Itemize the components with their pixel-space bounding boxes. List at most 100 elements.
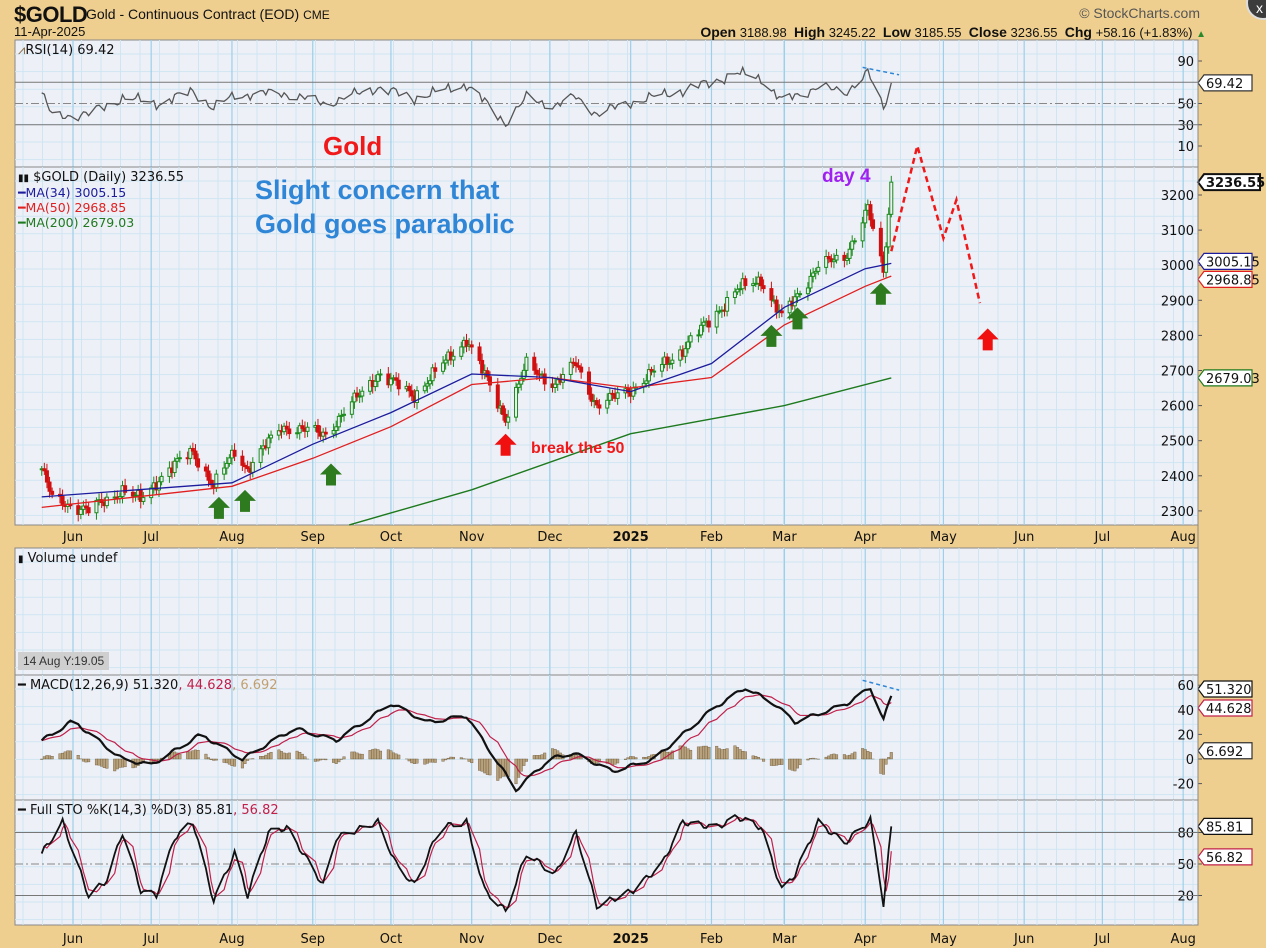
macd-histogram-bar: [243, 758, 247, 765]
change-value: +58.16 (+1.83%): [1095, 25, 1193, 40]
macd-histogram-bar: [842, 754, 846, 760]
macd-histogram-bar: [63, 751, 67, 760]
macd-histogram-bar: [738, 749, 742, 760]
price-x-axis-tick: Dec: [537, 530, 562, 545]
ma50-legend: MA(50) 2968.85: [25, 200, 127, 215]
ma50-tag: 2968.85: [1197, 270, 1260, 288]
macd-histogram-bar: [212, 758, 216, 761]
macd-histogram-bar: [48, 755, 52, 760]
candle-body: [378, 373, 383, 376]
macd-histogram-bar: [191, 750, 195, 760]
price-tick-label: 2800: [1161, 329, 1194, 344]
macd-histogram-bar: [300, 753, 304, 760]
macd-histogram-bar: [444, 758, 448, 761]
sto-d-tag-value: 56.82: [1206, 851, 1243, 866]
price-x-axis-tick: May: [930, 530, 957, 545]
exchange: CME: [303, 8, 330, 22]
candle-body: [699, 324, 704, 336]
candle-body: [44, 470, 49, 483]
macd-histogram-bar: [762, 758, 766, 762]
green-up-arrow-icon: [207, 496, 230, 519]
macd-histogram-bar: [303, 756, 307, 760]
candle-body: [659, 363, 664, 372]
price-tick-label: 2600: [1161, 400, 1194, 415]
macd-histogram-bar: [848, 754, 852, 760]
sto-legend: ━ Full STO %K(14,3) %D(3) 85.81, 56.82: [18, 803, 279, 818]
candle-body: [336, 415, 341, 428]
macd-histogram-bar: [118, 758, 122, 768]
candle-body: [469, 344, 474, 348]
macd-histogram-bar: [415, 758, 419, 764]
stockcharts-watermark[interactable]: © StockCharts.com: [1079, 5, 1200, 21]
candle-body: [816, 266, 821, 272]
candle-body: [863, 209, 868, 224]
candle-body: [323, 431, 328, 435]
price-x-axis-tick: Feb: [700, 530, 723, 545]
crosshair-readout: 14 Aug Y:19.05: [18, 652, 110, 670]
macd-histogram-bar: [853, 751, 857, 760]
green-up-arrow-icon: [319, 463, 342, 486]
candle-body: [258, 448, 263, 463]
candle-body: [884, 246, 889, 273]
macd-histogram-bar: [230, 758, 234, 766]
volume-legend: ▮ Volume undef: [18, 551, 117, 566]
candle-body: [644, 380, 649, 384]
candle-body: [50, 490, 55, 495]
macd-histogram-bar: [84, 758, 88, 763]
macd-histogram-bar: [261, 756, 265, 760]
candle-body: [224, 462, 229, 469]
bottom-x-axis-tick: Aug: [1170, 932, 1195, 947]
candle-body: [222, 467, 227, 475]
ma34-swatch: ━: [18, 185, 26, 200]
macd-histogram-bar: [360, 753, 364, 760]
candle-body: [579, 366, 584, 373]
macd-histogram-bar: [723, 749, 727, 760]
candle-body: [269, 434, 274, 439]
ma200-legend: MA(200) 2679.03: [25, 215, 135, 230]
annotation-break-the-50: break the 50: [531, 440, 625, 457]
macd-histogram-bar: [431, 758, 435, 763]
candle-body: [485, 370, 490, 378]
candle-body: [232, 449, 237, 457]
macd-histogram-bar: [50, 756, 54, 760]
ma50-swatch: ━: [18, 200, 26, 215]
panel-macd: [14, 674, 1199, 801]
bottom-x-axis-tick: 2025: [613, 932, 649, 947]
candle-body: [779, 310, 784, 314]
macd-histogram-bar: [715, 745, 719, 760]
macd-histogram-bar: [704, 745, 708, 760]
candle-body: [394, 377, 399, 381]
candle-body: [735, 288, 740, 293]
macd-histogram-bar: [188, 751, 192, 760]
macd-histogram-bar: [751, 755, 755, 760]
macd-histogram-bar: [222, 758, 226, 763]
candle-body: [287, 428, 292, 435]
candle-body: [414, 390, 419, 404]
macd-histogram-bar: [579, 757, 583, 760]
candle-body: [769, 288, 774, 301]
bottom-x-axis-tick: May: [930, 932, 957, 947]
rsi-line: [41, 65, 892, 128]
candle-body: [516, 383, 521, 388]
macd-histogram-bar: [423, 758, 427, 765]
macd-histogram-bar: [389, 750, 393, 760]
price-tick-label: 2900: [1161, 294, 1194, 309]
macd-histogram-bar: [642, 756, 646, 760]
candle-body: [373, 380, 378, 388]
last-close-tag: 3236.55: [1196, 173, 1265, 192]
macd-histogram-bar: [45, 755, 49, 760]
macd-histogram-bar: [376, 749, 380, 760]
macd-histogram-bar: [626, 757, 630, 760]
macd-tick-label: -20: [1173, 778, 1194, 793]
sto-tick-label: 20: [1177, 890, 1194, 905]
bottom-x-axis-tick: Mar: [772, 932, 797, 947]
macd-histogram-bar: [647, 756, 651, 760]
macd-histogram-bar: [733, 745, 737, 760]
candle-body: [847, 248, 852, 259]
candle-body: [339, 414, 344, 417]
candle-body: [813, 270, 818, 274]
symbol: $GOLD: [14, 2, 88, 27]
candle-body: [631, 387, 636, 397]
macd-histogram-bar: [97, 758, 101, 766]
